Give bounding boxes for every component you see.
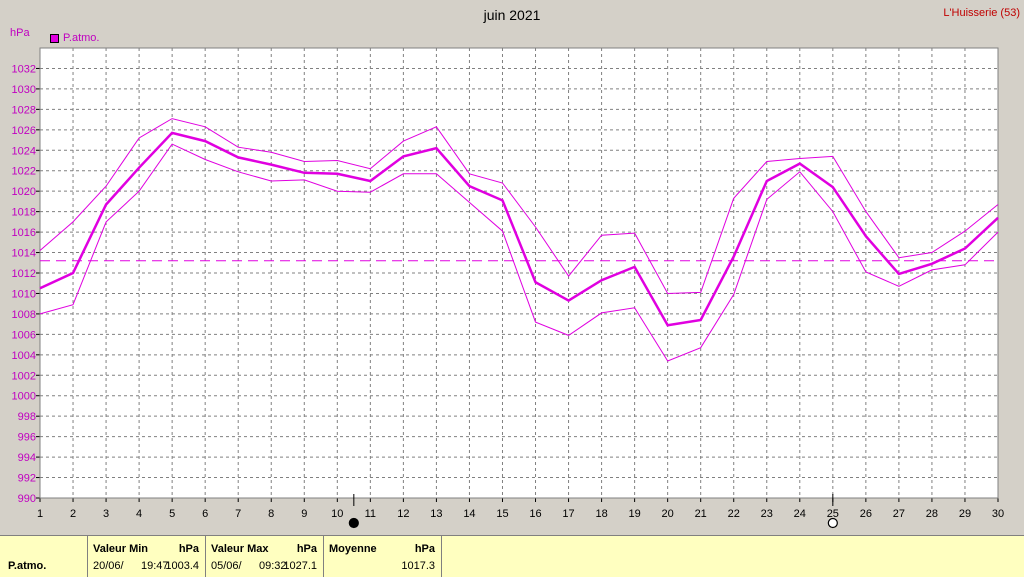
pressure-chart: 9909929949969981000100210041006100810101… <box>12 47 1004 529</box>
x-tick-label: 8 <box>268 508 274 520</box>
full-moon-icon <box>827 517 838 529</box>
x-tick-label: 15 <box>496 508 508 520</box>
min-date: 20/06/ <box>93 560 124 572</box>
y-tick-label: 994 <box>18 452 36 464</box>
station-name: L'Huisserie (53) <box>943 7 1020 19</box>
x-tick-label: 26 <box>860 508 872 520</box>
y-axis-unit: hPa <box>10 27 30 39</box>
summary-min-cell: Valeur Min hPa 20/06/ 19:47 1003.4 <box>88 536 206 577</box>
y-tick-label: 1006 <box>12 329 36 341</box>
series-mean-line <box>39 131 999 327</box>
y-tick-label: 1030 <box>12 84 36 96</box>
y-tick-label: 992 <box>18 473 36 485</box>
summary-label-cell: P.atmo. <box>0 536 88 577</box>
x-tick-label: 22 <box>728 508 740 520</box>
y-tick-label: 1022 <box>12 166 36 178</box>
x-tick-label: 20 <box>662 508 674 520</box>
x-tick-label: 7 <box>235 508 241 520</box>
summary-avg-cell: Moyenne hPa 1017.3 <box>324 536 442 577</box>
x-tick-label: 2 <box>70 508 76 520</box>
x-tick-label: 29 <box>959 508 971 520</box>
x-tick-label: 21 <box>695 508 707 520</box>
x-tick-label: 11 <box>365 508 376 520</box>
x-tick-label: 30 <box>992 508 1004 520</box>
x-tick-label: 10 <box>331 508 343 520</box>
y-tick-label: 1032 <box>12 63 36 75</box>
y-tick-label: 1026 <box>12 125 36 137</box>
x-tick-label: 27 <box>893 508 905 520</box>
x-tick-label: 16 <box>529 508 541 520</box>
y-tick-label: 1014 <box>12 248 36 260</box>
x-tick-label: 18 <box>595 508 607 520</box>
x-tick-label: 28 <box>926 508 938 520</box>
x-tick-label: 3 <box>103 508 109 520</box>
avg-unit: hPa <box>414 543 435 555</box>
x-tick-label: 13 <box>430 508 442 520</box>
y-tick-label: 1008 <box>12 309 36 321</box>
y-tick-label: 1028 <box>12 104 36 116</box>
y-tick-label: 1024 <box>12 145 36 157</box>
legend: P.atmo. <box>50 32 100 44</box>
avg-value: 1017.3 <box>401 560 435 572</box>
new-moon-icon <box>348 517 359 529</box>
legend-swatch <box>50 33 59 43</box>
x-tick-label: 25 <box>827 508 839 520</box>
avg-header: Moyenne <box>329 543 377 555</box>
y-tick-label: 1012 <box>12 268 36 280</box>
plot-background <box>40 48 998 498</box>
max-value: 1027.1 <box>283 560 317 572</box>
x-tick-label: 6 <box>202 508 208 520</box>
x-tick-label: 19 <box>628 508 640 520</box>
y-tick-label: 996 <box>18 432 36 444</box>
min-time: 19:47 <box>141 560 169 572</box>
y-tick-label: 998 <box>18 411 36 423</box>
summary-table: P.atmo. Valeur Min hPa 20/06/ 19:47 1003… <box>0 535 1024 577</box>
x-tick-label: 23 <box>761 508 773 520</box>
legend-label: P.atmo. <box>63 32 100 44</box>
y-tick-label: 1018 <box>12 207 36 219</box>
series-max-line <box>39 118 999 295</box>
max-time: 09:32 <box>259 560 287 572</box>
chart-title: juin 2021 <box>483 7 541 23</box>
max-unit: hPa <box>296 543 317 555</box>
summary-max-cell: Valeur Max hPa 05/06/ 09:32 1027.1 <box>206 536 324 577</box>
chart-area: 990 992 994 996 998 1000 1002 1004 1006 1008 1010 1… <box>10 7 1020 529</box>
max-header: Valeur Max <box>211 543 269 555</box>
x-tick-label: 12 <box>397 508 409 520</box>
y-tick-label: 1004 <box>12 350 36 362</box>
y-tick-label: 990 <box>18 493 36 505</box>
x-tick-label: 14 <box>463 508 475 520</box>
x-tick-label: 17 <box>562 508 574 520</box>
x-tick-label: 1 <box>37 508 43 520</box>
x-tick-label: 4 <box>136 508 142 520</box>
plot-border <box>39 47 999 499</box>
min-header: Valeur Min <box>93 543 149 555</box>
y-tick-label: 1020 <box>12 186 36 198</box>
min-value: 1003.4 <box>165 560 199 572</box>
series-min-line <box>39 143 999 362</box>
max-date: 05/06/ <box>211 560 242 572</box>
summary-row-label: P.atmo. <box>8 560 47 572</box>
x-tick-label: 9 <box>301 508 307 520</box>
x-tick-label: 5 <box>169 508 175 520</box>
y-tick-label: 1010 <box>12 288 36 300</box>
y-tick-label: 1016 <box>12 227 36 239</box>
y-tick-label: 1000 <box>12 391 36 403</box>
x-tick-label: 24 <box>794 508 806 520</box>
y-tick-label: 1002 <box>12 370 36 382</box>
min-unit: hPa <box>178 543 199 555</box>
